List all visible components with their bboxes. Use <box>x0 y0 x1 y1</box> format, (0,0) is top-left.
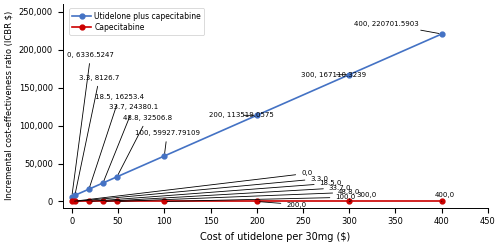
Capecitabine <box>86 200 92 203</box>
Utidelone plus capecitabine <box>114 175 120 178</box>
Capecitabine <box>162 200 168 203</box>
Text: 400, 220701.5903: 400, 220701.5903 <box>354 21 439 33</box>
Text: 48.8,0: 48.8,0 <box>120 189 360 201</box>
Text: 200, 113519.0575: 200, 113519.0575 <box>208 112 274 118</box>
Text: 300, 167110.3239: 300, 167110.3239 <box>301 72 366 78</box>
Line: Utidelone plus capecitabine: Utidelone plus capecitabine <box>70 31 444 199</box>
Text: 33.7, 24380.1: 33.7, 24380.1 <box>104 104 158 180</box>
Line: Capecitabine: Capecitabine <box>70 199 444 204</box>
Capecitabine <box>438 200 444 203</box>
Utidelone plus capecitabine <box>86 188 92 191</box>
Text: 3.3, 8126.7: 3.3, 8126.7 <box>76 75 120 193</box>
Capecitabine <box>114 200 120 203</box>
Capecitabine <box>346 200 352 203</box>
Utidelone plus capecitabine <box>438 32 444 35</box>
Capecitabine <box>72 200 78 203</box>
Text: 33.7,0: 33.7,0 <box>106 185 352 201</box>
Text: 3.3,0: 3.3,0 <box>78 176 328 201</box>
X-axis label: Cost of utidelone per 30mg ($): Cost of utidelone per 30mg ($) <box>200 232 350 242</box>
Text: 0, 6336.5247: 0, 6336.5247 <box>67 52 114 194</box>
Text: 18.5, 16253.4: 18.5, 16253.4 <box>90 94 144 186</box>
Text: 200,0: 200,0 <box>260 201 306 208</box>
Text: 100,0: 100,0 <box>167 194 356 201</box>
Capecitabine <box>254 200 260 203</box>
Utidelone plus capecitabine <box>254 114 260 117</box>
Utidelone plus capecitabine <box>162 154 168 157</box>
Utidelone plus capecitabine <box>346 73 352 76</box>
Utidelone plus capecitabine <box>100 182 106 184</box>
Utidelone plus capecitabine <box>72 194 78 197</box>
Text: 400,0: 400,0 <box>434 192 454 201</box>
Capecitabine <box>69 200 75 203</box>
Capecitabine <box>100 200 106 203</box>
Legend: Utidelone plus capecitabine, Capecitabine: Utidelone plus capecitabine, Capecitabin… <box>69 9 204 35</box>
Text: 0,0: 0,0 <box>74 170 312 201</box>
Text: 48.8, 32506.8: 48.8, 32506.8 <box>118 115 172 174</box>
Utidelone plus capecitabine <box>69 195 75 198</box>
Text: 300,0: 300,0 <box>349 192 377 201</box>
Text: 100, 59927.79109: 100, 59927.79109 <box>134 130 200 153</box>
Y-axis label: Incremental cost-effectiveness ratio (ICBR $): Incremental cost-effectiveness ratio (IC… <box>4 11 13 200</box>
Text: 18.5,0: 18.5,0 <box>92 180 342 201</box>
